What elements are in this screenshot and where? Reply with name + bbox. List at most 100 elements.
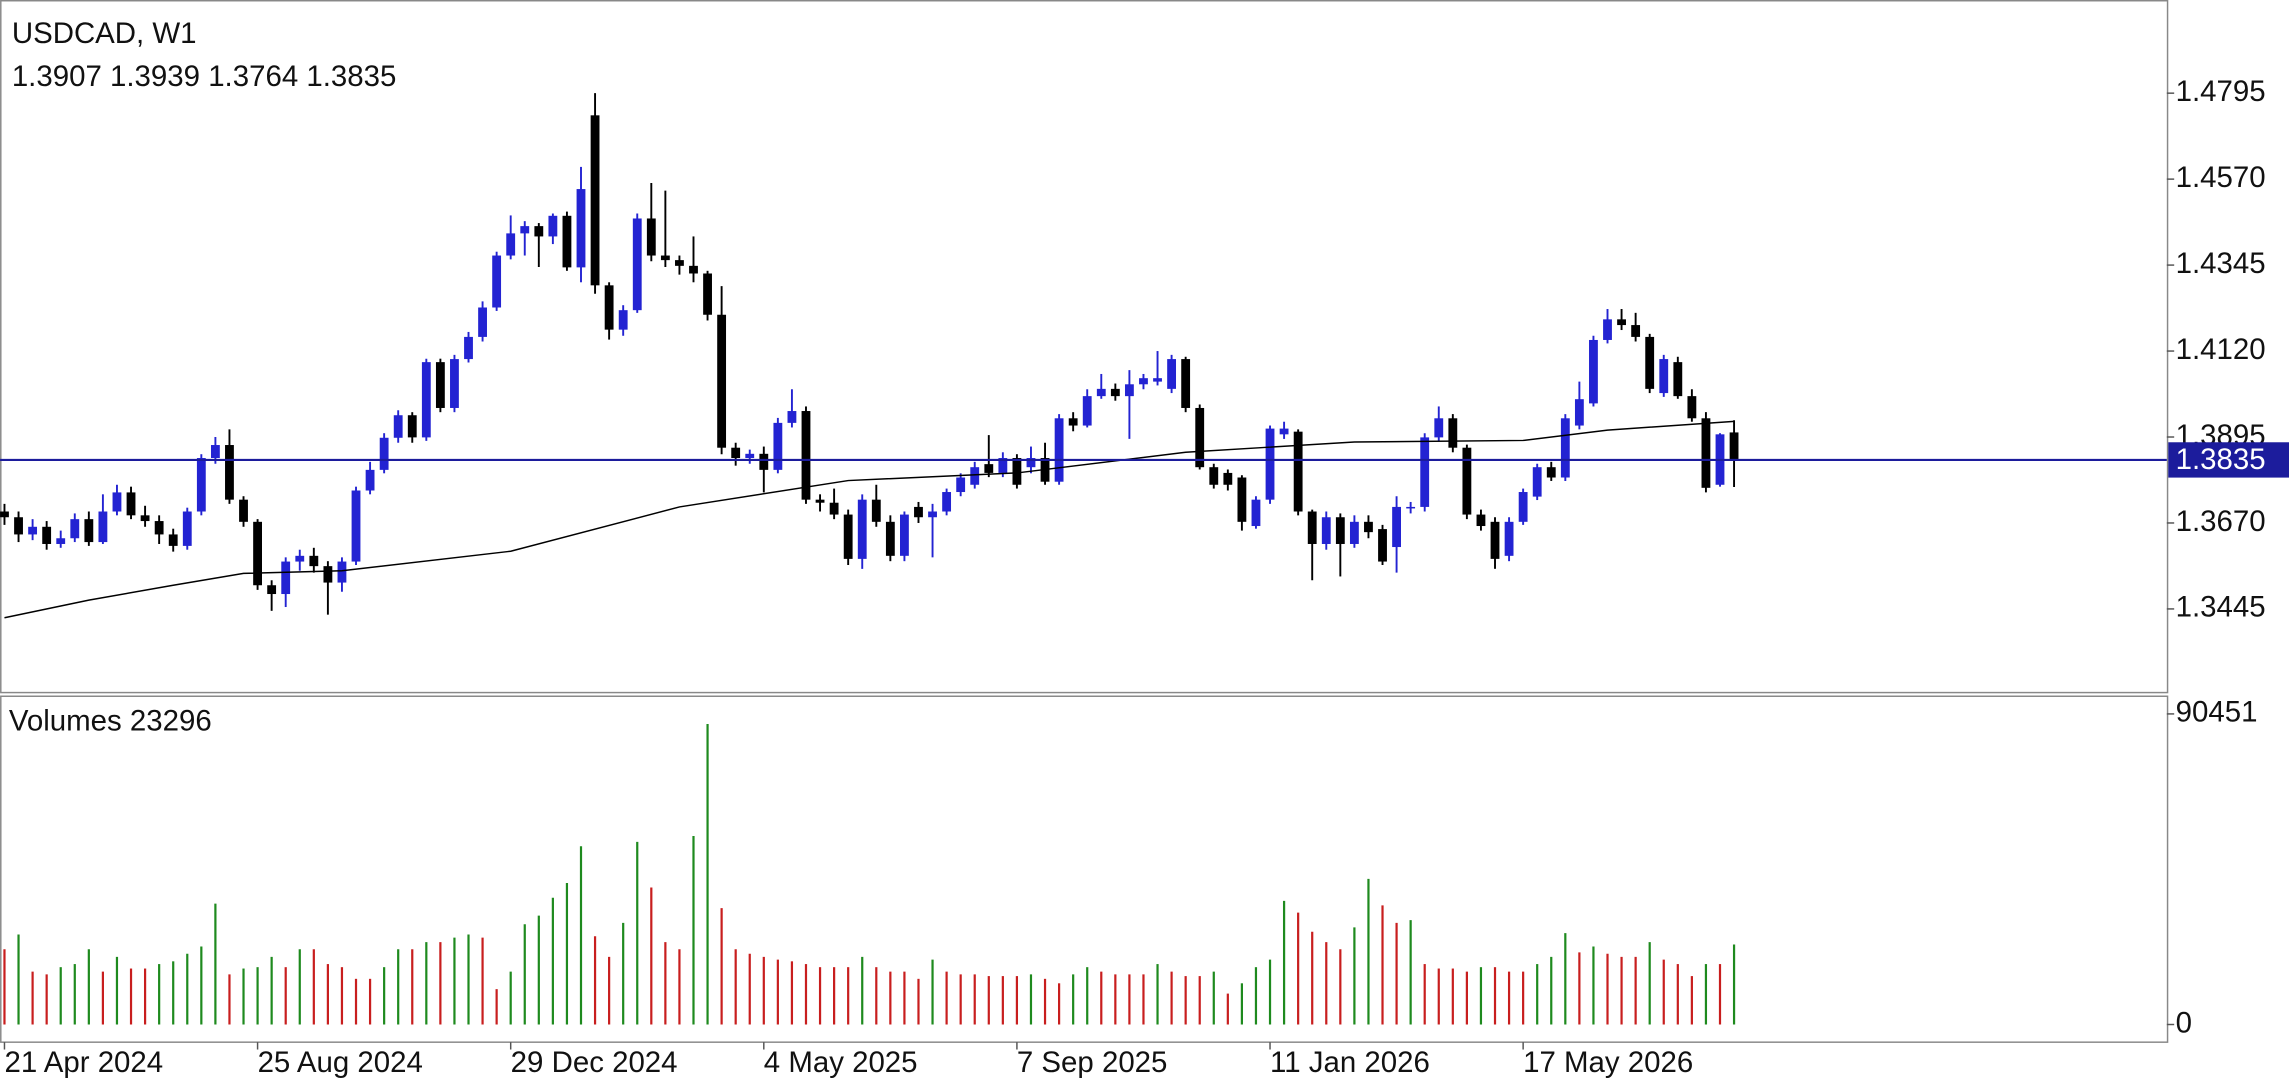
candle-body [506, 233, 516, 256]
candle-body [1687, 396, 1697, 419]
candle-body [1729, 432, 1739, 460]
candle-body [1560, 418, 1570, 478]
candle-body [1617, 319, 1626, 326]
candle-body [885, 521, 895, 556]
candle-body [1012, 458, 1022, 485]
x-tick-label: 21 Apr 2024 [4, 1046, 163, 1079]
y-tick-label: 1.3445 [2176, 591, 2266, 624]
candle-body [1406, 506, 1416, 509]
x-tick-label: 4 May 2025 [764, 1046, 918, 1079]
candle-body [295, 555, 305, 562]
open-value: 1.3907 [12, 60, 102, 93]
x-tick-label: 11 Jan 2026 [1270, 1046, 1430, 1079]
y-tick-label: 1.4570 [2176, 161, 2266, 194]
candle-body [618, 310, 628, 330]
candle-body [210, 445, 220, 459]
candle-body [1364, 521, 1373, 533]
y-tick-label: 1.3670 [2176, 505, 2266, 538]
candle-body [450, 359, 459, 408]
candle-body [928, 511, 937, 518]
x-tick-label: 25 Aug 2024 [258, 1046, 423, 1079]
candle-body [1701, 418, 1711, 488]
candle-body [815, 499, 825, 503]
candle-body [731, 447, 741, 459]
price-label: 1.3835 [2176, 443, 2266, 476]
x-tick-label: 17 May 2026 [1523, 1046, 1693, 1079]
candle-body [478, 307, 487, 337]
volume-panel [0, 695, 2169, 1043]
candle-body [1420, 437, 1430, 507]
candle-body [337, 561, 347, 583]
candle-body [1321, 517, 1331, 544]
candle-body [464, 336, 473, 360]
candle-body [1124, 384, 1134, 397]
candle-body [1504, 521, 1514, 556]
candle-body [0, 511, 9, 518]
candle-body [956, 477, 966, 493]
candle-body [1195, 407, 1205, 468]
candle-body [253, 521, 262, 586]
candle-body [900, 514, 909, 556]
candle-body [267, 585, 277, 595]
candle-body [745, 453, 755, 459]
volume-value: 23296 [130, 705, 212, 738]
candle-body [689, 265, 698, 274]
candle-body [42, 526, 52, 544]
candle-body [660, 255, 670, 261]
candle-body [182, 511, 192, 546]
candle-body [942, 492, 952, 512]
candle-body [1110, 388, 1120, 397]
candle-body [1335, 517, 1345, 544]
y-tick-label: 1.4120 [2176, 333, 2266, 366]
candle-body [1068, 418, 1078, 426]
candle-body [70, 519, 80, 539]
candle-body [1378, 529, 1387, 562]
candle-body [1167, 359, 1177, 389]
candle-body [548, 215, 558, 237]
candle-body [1265, 428, 1275, 500]
candle-body [239, 499, 248, 522]
price-label-box [2168, 442, 2290, 478]
candle-body [1546, 467, 1556, 478]
candle-body [1490, 521, 1500, 559]
candle-body [1659, 359, 1669, 394]
candle-body [140, 515, 150, 522]
volume-title: Volumes 23296 [9, 705, 212, 738]
candle-body [154, 521, 164, 535]
candle-body [1349, 521, 1359, 544]
candle-body [56, 538, 66, 544]
candle-body [1603, 319, 1612, 340]
candle-body [1631, 325, 1641, 337]
candle-body [1279, 428, 1289, 435]
candle-body [1645, 336, 1655, 389]
candle-body [1434, 418, 1444, 438]
candle-body [1237, 477, 1247, 522]
candle-body [1096, 388, 1106, 397]
candle-body [703, 273, 712, 315]
candle-body [1082, 396, 1092, 426]
candle-body [534, 226, 544, 237]
candle-body [1392, 506, 1401, 548]
candle-body [998, 458, 1008, 473]
candle-body [323, 566, 333, 583]
candle-body [576, 189, 586, 268]
candle-body [351, 490, 361, 562]
candle-body [632, 218, 642, 311]
candle-body [1574, 399, 1584, 426]
candle-body [1139, 378, 1148, 385]
candle-body [520, 226, 530, 234]
chart-title: USDCAD, W1 [12, 17, 197, 50]
candle-body [871, 499, 881, 522]
candle-body [1448, 418, 1458, 448]
candle-body [492, 255, 502, 308]
y-tick-label: 1.4345 [2176, 247, 2266, 280]
candle-body [1293, 431, 1303, 512]
candle-body [970, 467, 980, 485]
candle-body [590, 115, 600, 286]
candle-body [857, 499, 867, 559]
candle-body [14, 517, 23, 535]
candle-body [1518, 492, 1528, 522]
candle-body [1476, 514, 1486, 527]
candle-body [379, 437, 389, 470]
